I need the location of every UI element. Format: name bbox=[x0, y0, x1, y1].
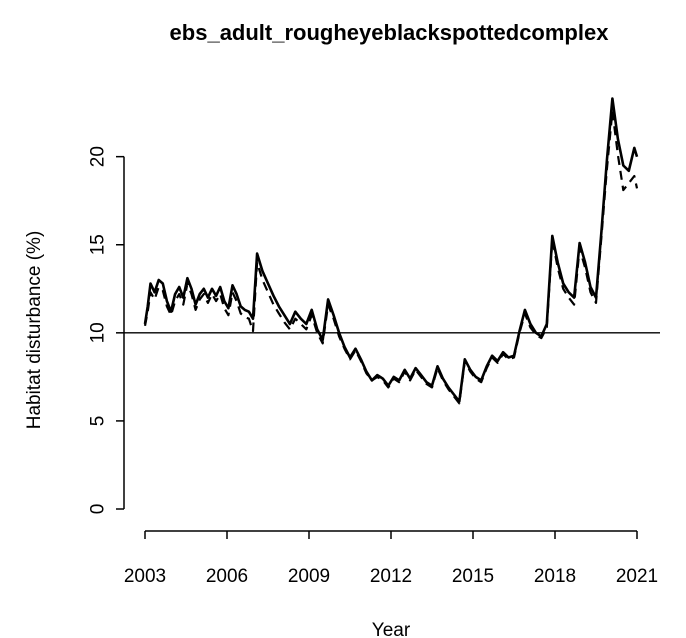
x-tick-label: 2021 bbox=[616, 566, 658, 587]
series-line-dashed bbox=[143, 109, 639, 405]
x-tick-label: 2006 bbox=[206, 566, 248, 587]
y-tick-label: 5 bbox=[88, 416, 109, 427]
x-tick-label: 2018 bbox=[534, 566, 576, 587]
y-axis-ticks: 0 5 10 15 20 bbox=[88, 146, 124, 514]
y-axis-label: Habitat disturbance (%) bbox=[24, 231, 45, 430]
series-line-solid bbox=[143, 97, 639, 403]
x-axis-label: Year bbox=[372, 620, 411, 638]
y-tick-label: 0 bbox=[88, 504, 109, 515]
x-tick-label: 2012 bbox=[370, 566, 412, 587]
x-axis-ticks: 2003 2006 2009 2012 2015 2018 2021 bbox=[124, 531, 658, 587]
y-tick-label: 10 bbox=[88, 322, 109, 343]
y-tick-label: 20 bbox=[88, 146, 109, 167]
x-tick-label: 2003 bbox=[124, 566, 166, 587]
x-tick-label: 2015 bbox=[452, 566, 494, 587]
series-group bbox=[143, 97, 639, 405]
x-tick-label: 2009 bbox=[288, 566, 330, 587]
chart-title: ebs_adult_rougheyeblackspottedcomplex bbox=[170, 20, 610, 45]
y-tick-label: 15 bbox=[88, 234, 109, 255]
